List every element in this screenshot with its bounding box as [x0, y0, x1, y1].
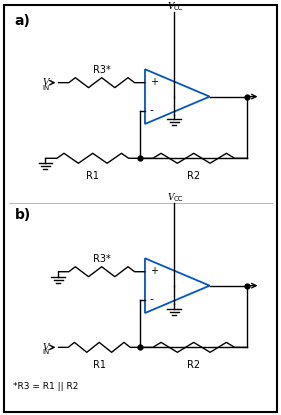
- Text: R1: R1: [86, 171, 99, 181]
- Text: CC: CC: [174, 196, 183, 202]
- Text: *R3 = R1 || R2: *R3 = R1 || R2: [13, 382, 78, 391]
- Text: V: V: [43, 343, 49, 352]
- Text: R2: R2: [187, 171, 200, 181]
- Text: R3*: R3*: [93, 65, 110, 75]
- Text: IN: IN: [42, 349, 49, 355]
- Text: V: V: [167, 193, 174, 202]
- Text: -: -: [150, 295, 154, 305]
- Text: +: +: [150, 77, 158, 87]
- Text: R2: R2: [187, 360, 200, 370]
- Text: R3*: R3*: [93, 254, 110, 264]
- Text: b): b): [15, 208, 31, 222]
- Text: CC: CC: [174, 5, 183, 11]
- Text: R1: R1: [93, 360, 106, 370]
- Text: IN: IN: [42, 85, 49, 90]
- Text: a): a): [15, 14, 31, 28]
- Text: +: +: [150, 266, 158, 276]
- Text: V: V: [43, 78, 49, 87]
- Text: V: V: [167, 2, 174, 11]
- Text: -: -: [150, 105, 154, 115]
